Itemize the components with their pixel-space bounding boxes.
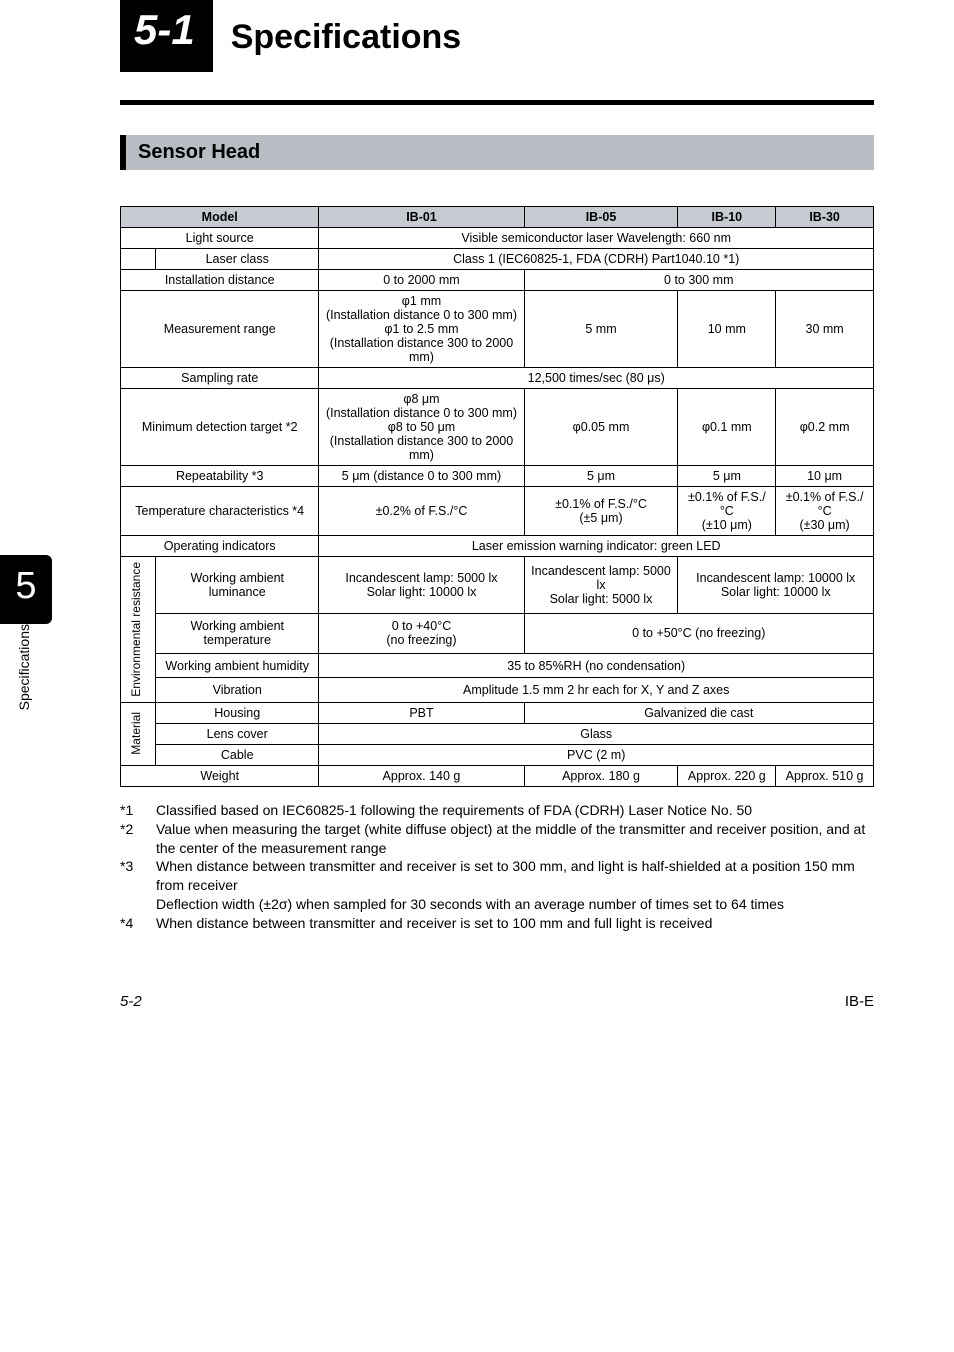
- row-val: Approx. 140 g: [319, 765, 524, 786]
- row-val: Approx. 180 g: [524, 765, 678, 786]
- th-ib01: IB-01: [319, 207, 524, 228]
- note-key: *3: [120, 857, 156, 914]
- row-val: φ0.2 mm: [776, 389, 874, 466]
- row-label: Weight: [121, 765, 319, 786]
- row-label: Laser class: [156, 249, 319, 270]
- row-val: Glass: [319, 723, 874, 744]
- row-val: Laser emission warning indicator: green …: [319, 536, 874, 557]
- row-label: Temperature characteristics *4: [121, 487, 319, 536]
- row-val: φ0.05 mm: [524, 389, 678, 466]
- group-label: Material: [121, 702, 156, 765]
- row-label: Sampling rate: [121, 368, 319, 389]
- th-ib10: IB-10: [678, 207, 776, 228]
- row-label: Working ambient humidity: [156, 654, 319, 678]
- th-model: Model: [121, 207, 319, 228]
- row-val: Amplitude 1.5 mm 2 hr each for X, Y and …: [319, 678, 874, 702]
- footer-doc-id: IB-E: [845, 993, 874, 1010]
- row-val: φ1 mm (Installation distance 0 to 300 mm…: [319, 291, 524, 368]
- footer-page-number: 5-2: [120, 993, 142, 1010]
- footnotes: *1Classified based on IEC60825-1 followi…: [120, 801, 874, 933]
- row-val: 10 mm: [678, 291, 776, 368]
- row-val: 30 mm: [776, 291, 874, 368]
- row-val: PVC (2 m): [319, 744, 874, 765]
- subsection-header: Sensor Head: [120, 135, 874, 170]
- spec-table: Model IB-01 IB-05 IB-10 IB-30 Light sour…: [120, 206, 874, 787]
- row-val: 5 mm: [524, 291, 678, 368]
- row-val: 0 to +40°C (no freezing): [319, 613, 524, 653]
- note-text: Classified based on IEC60825-1 following…: [156, 801, 874, 820]
- chapter-number-tab: 5: [0, 555, 52, 624]
- row-val: 0 to +50°C (no freezing): [524, 613, 873, 653]
- row-label: Measurement range: [121, 291, 319, 368]
- row-val: PBT: [319, 702, 524, 723]
- row-val: 5 μm (distance 0 to 300 mm): [319, 466, 524, 487]
- section-header: 5-1 Specifications: [120, 0, 874, 72]
- row-val: 5 μm: [678, 466, 776, 487]
- row-val: 5 μm: [524, 466, 678, 487]
- row-label: Working ambient luminance: [156, 557, 319, 614]
- row-val: ±0.1% of F.S./°C (±30 μm): [776, 487, 874, 536]
- row-label: Cable: [156, 744, 319, 765]
- row-val: 12,500 times/sec (80 μs): [319, 368, 874, 389]
- row-label: Vibration: [156, 678, 319, 702]
- row-val: ±0.1% of F.S./°C (±5 μm): [524, 487, 678, 536]
- mat-group-label: Material: [127, 710, 145, 757]
- row-label: Housing: [156, 702, 319, 723]
- row-val: Galvanized die cast: [524, 702, 873, 723]
- row-val: Approx. 510 g: [776, 765, 874, 786]
- row-val: 0 to 300 mm: [524, 270, 873, 291]
- th-ib05: IB-05: [524, 207, 678, 228]
- row-val: 0 to 2000 mm: [319, 270, 524, 291]
- side-tab: 5 Specifications: [0, 555, 52, 718]
- row-val: Incandescent lamp: 5000 lx Solar light: …: [524, 557, 678, 614]
- chapter-label-tab: Specifications: [16, 624, 32, 718]
- row-label: Installation distance: [121, 270, 319, 291]
- group-label: Environmental resistance: [121, 557, 156, 703]
- note-text: When distance between transmitter and re…: [156, 914, 874, 933]
- row-val: Approx. 220 g: [678, 765, 776, 786]
- note-key: *2: [120, 820, 156, 858]
- row-val: 10 μm: [776, 466, 874, 487]
- note-key: *4: [120, 914, 156, 933]
- note-key: *1: [120, 801, 156, 820]
- row-val: Class 1 (IEC60825-1, FDA (CDRH) Part1040…: [319, 249, 874, 270]
- th-ib30: IB-30: [776, 207, 874, 228]
- row-label: Working ambient temperature: [156, 613, 319, 653]
- row-val: φ8 μm (Installation distance 0 to 300 mm…: [319, 389, 524, 466]
- row-val: ±0.1% of F.S./°C (±10 μm): [678, 487, 776, 536]
- row-label: Light source: [121, 228, 319, 249]
- row-label: Repeatability *3: [121, 466, 319, 487]
- page-footer: 5-2 IB-E: [120, 993, 874, 1010]
- row-val: φ0.1 mm: [678, 389, 776, 466]
- row-label: Lens cover: [156, 723, 319, 744]
- section-underline: [120, 100, 874, 105]
- row-label: Operating indicators: [121, 536, 319, 557]
- row-val: Incandescent lamp: 5000 lx Solar light: …: [319, 557, 524, 614]
- row-val: ±0.2% of F.S./°C: [319, 487, 524, 536]
- section-title: Specifications: [213, 0, 874, 72]
- row-val: Incandescent lamp: 10000 lx Solar light:…: [678, 557, 874, 614]
- row-val: 35 to 85%RH (no condensation): [319, 654, 874, 678]
- env-group-label: Environmental resistance: [127, 560, 145, 699]
- row-label: Minimum detection target *2: [121, 389, 319, 466]
- section-number: 5-1: [120, 0, 213, 72]
- note-text: When distance between transmitter and re…: [156, 857, 874, 914]
- row-val: Visible semiconductor laser Wavelength: …: [319, 228, 874, 249]
- note-text: Value when measuring the target (white d…: [156, 820, 874, 858]
- spacer: [121, 249, 156, 270]
